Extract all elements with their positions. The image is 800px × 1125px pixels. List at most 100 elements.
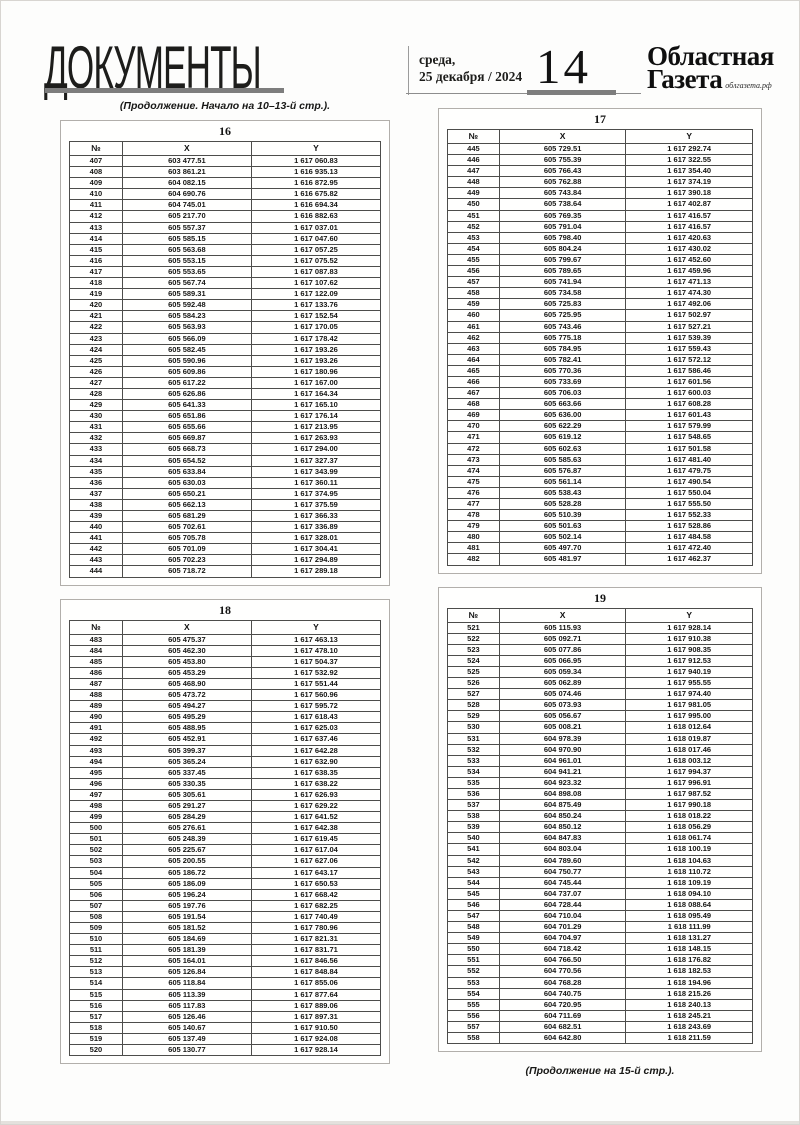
cell-number: 512 — [69, 955, 123, 968]
logo-website: облгазета.рф — [725, 81, 772, 90]
cell-y: 1 618 148.15 — [625, 943, 753, 956]
table-row: 502 605 225.67 1 617 617.04 — [69, 844, 382, 857]
cell-number: 442 — [69, 543, 123, 556]
cell-y: 1 617 328.01 — [250, 532, 382, 545]
cell-x: 605 798.40 — [498, 231, 627, 244]
cell-number: 461 — [447, 320, 500, 333]
cell-number: 420 — [69, 299, 123, 312]
cell-x: 605 462.30 — [121, 644, 252, 657]
table-row: 501 605 248.39 1 617 619.45 — [69, 833, 382, 846]
table-row: 463 605 784.95 1 617 559.43 — [447, 342, 753, 355]
table-row: 535 604 923.32 1 617 996.91 — [447, 776, 753, 789]
cell-y: 1 617 996.91 — [625, 776, 753, 789]
cell-y: 1 617 551.44 — [250, 677, 382, 691]
cell-x: 605 566.09 — [121, 332, 252, 345]
table-row: 420 605 592.48 1 617 133.76 — [69, 299, 382, 312]
cell-number: 456 — [447, 265, 500, 278]
cell-x: 604 750.77 — [498, 865, 627, 878]
cell-x: 605 092.71 — [498, 632, 627, 645]
cell-y: 1 617 987.52 — [625, 787, 753, 801]
cell-number: 487 — [69, 677, 123, 691]
column-header: X — [121, 619, 252, 635]
cell-number: 443 — [69, 554, 123, 567]
cell-number: 411 — [69, 199, 123, 212]
cell-x: 605 636.00 — [498, 409, 627, 422]
table-row: 477 605 528.28 1 617 555.50 — [447, 497, 753, 511]
table-row: 554 604 740.75 1 618 215.26 — [447, 987, 753, 1000]
cell-x: 605 291.27 — [121, 799, 252, 813]
cell-y: 1 617 502.97 — [625, 309, 753, 322]
cell-number: 510 — [69, 933, 123, 946]
cell-number: 450 — [447, 198, 500, 211]
cell-number: 496 — [69, 777, 123, 790]
cell-x: 605 284.29 — [121, 811, 252, 824]
table-row: 520 605 130.77 1 617 928.14 — [69, 1044, 382, 1057]
column-header: Y — [250, 619, 382, 635]
cell-y: 1 617 995.00 — [625, 710, 753, 723]
cell-y: 1 617 846.56 — [250, 955, 382, 968]
table-row: 542 604 789.60 1 618 104.63 — [447, 854, 753, 867]
table-number: 18 — [219, 602, 231, 617]
cell-y: 1 617 608.28 — [625, 398, 753, 411]
cell-number: 491 — [69, 722, 123, 735]
table-row: 428 605 626.86 1 617 164.34 — [69, 387, 382, 401]
cell-x: 605 655.66 — [121, 421, 252, 434]
cell-number: 460 — [447, 309, 500, 322]
cell-number: 463 — [447, 342, 500, 355]
table-row: 526 605 062.89 1 617 955.55 — [447, 677, 753, 690]
cell-y: 1 618 017.46 — [625, 743, 753, 756]
cell-y: 1 617 559.43 — [625, 342, 753, 355]
cell-x: 605 164.01 — [121, 955, 252, 968]
cell-y: 1 617 164.34 — [250, 387, 382, 401]
cell-y: 1 618 094.10 — [625, 887, 753, 900]
cell-x: 605 126.46 — [121, 1010, 252, 1023]
cell-x: 605 705.78 — [121, 532, 252, 545]
cell-number: 453 — [447, 231, 500, 244]
column-header: X — [121, 141, 252, 156]
table-row: 419 605 589.31 1 617 122.09 — [69, 288, 382, 301]
cell-y: 1 618 245.21 — [625, 1009, 753, 1022]
table-row: 424 605 582.45 1 617 193.26 — [69, 343, 382, 356]
table-row: 556 604 711.69 1 618 245.21 — [447, 1009, 753, 1022]
cell-x: 605 650.21 — [121, 487, 252, 500]
table-number: 19 — [594, 590, 606, 605]
cell-number: 537 — [447, 799, 500, 812]
title-underline-bar — [45, 88, 284, 93]
table-row: 551 604 766.50 1 618 176.82 — [447, 954, 753, 967]
table-row: 523 605 077.86 1 617 908.35 — [447, 643, 753, 656]
table-row: 509 605 181.52 1 617 780.96 — [69, 921, 382, 935]
cell-number: 413 — [69, 221, 123, 234]
cell-number: 448 — [447, 176, 500, 189]
cell-y: 1 617 122.09 — [250, 288, 382, 301]
table-row: 456 605 789.65 1 617 459.96 — [447, 265, 753, 278]
cell-number: 434 — [69, 454, 123, 467]
table-row: 442 605 701.09 1 617 304.41 — [69, 543, 382, 556]
table-row: 445 605 729.51 1 617 292.74 — [447, 142, 753, 156]
cell-y: 1 617 057.25 — [250, 243, 382, 256]
cell-y: 1 617 292.74 — [625, 142, 753, 156]
cell-y: 1 618 243.69 — [625, 1020, 753, 1034]
cell-y: 1 617 617.04 — [250, 844, 382, 857]
cell-y: 1 617 289.18 — [250, 565, 382, 578]
cell-x: 605 789.65 — [498, 265, 627, 278]
cell-number: 476 — [447, 486, 500, 500]
cell-x: 605 473.72 — [121, 689, 252, 702]
table-row: 411 604 745.01 1 616 694.34 — [69, 199, 382, 212]
table-row: 516 605 117.83 1 617 889.06 — [69, 999, 382, 1012]
cell-y: 1 617 780.96 — [250, 921, 382, 935]
cell-number: 527 — [447, 688, 500, 701]
cell-x: 605 576.87 — [498, 464, 627, 477]
cell-x: 604 718.42 — [498, 943, 627, 956]
table-row: 499 605 284.29 1 617 641.52 — [69, 811, 382, 824]
cell-y: 1 617 452.60 — [625, 253, 753, 267]
cell-x: 605 276.61 — [121, 822, 252, 835]
cell-x: 605 702.23 — [121, 554, 252, 567]
table-row: 544 604 745.44 1 618 109.19 — [447, 876, 753, 889]
cell-number: 478 — [447, 509, 500, 522]
cell-x: 605 729.51 — [498, 142, 627, 156]
logo-line2: Газета облгазета.рф — [647, 64, 772, 94]
cell-x: 605 590.96 — [121, 354, 252, 367]
cell-x: 604 850.24 — [498, 810, 627, 823]
cell-x: 605 497.70 — [498, 542, 627, 555]
